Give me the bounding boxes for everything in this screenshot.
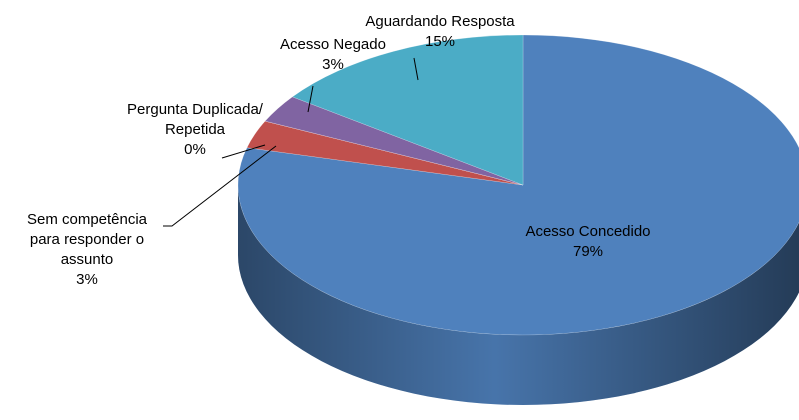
data-label: Acesso Negado 3% bbox=[253, 35, 413, 75]
value-label: 15% bbox=[424, 33, 456, 50]
side-shade bbox=[238, 185, 799, 405]
slice bbox=[237, 34, 799, 336]
category-label: Acesso Negado bbox=[280, 36, 386, 53]
data-label: Aguardando Resposta 15% bbox=[340, 12, 540, 52]
data-label: Sem competência para responder o assunto… bbox=[17, 210, 157, 290]
slice bbox=[246, 120, 524, 186]
value-label: 79% bbox=[572, 243, 604, 260]
leader-line bbox=[413, 57, 419, 81]
category-label: Pergunta Duplicada/ Repetida bbox=[127, 101, 263, 138]
slice bbox=[291, 34, 524, 186]
leader-line bbox=[163, 145, 277, 227]
leader-line bbox=[307, 85, 314, 113]
category-label: Aguardando Resposta bbox=[365, 13, 515, 30]
slice bbox=[264, 96, 524, 186]
data-label: Pergunta Duplicada/ Repetida 0% bbox=[120, 100, 270, 160]
value-label: 3% bbox=[322, 56, 344, 73]
category-label: Acesso Concedido bbox=[525, 223, 651, 240]
leader-line bbox=[221, 144, 266, 159]
category-label: Sem competência para responder o assunto bbox=[26, 211, 148, 268]
data-label: Acesso Concedido 79% bbox=[488, 222, 688, 262]
value-label: 3% bbox=[76, 271, 98, 288]
value-label: 0% bbox=[184, 141, 206, 158]
